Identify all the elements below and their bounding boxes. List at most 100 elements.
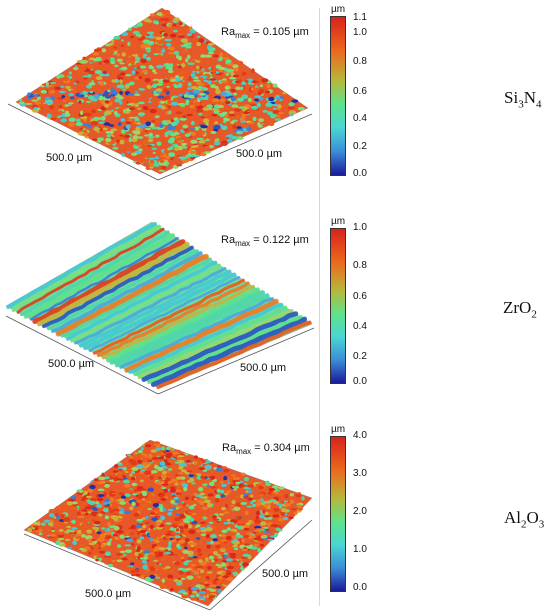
surface-speck [63, 506, 71, 512]
surface-speck [177, 61, 182, 65]
surface-speck [229, 481, 234, 485]
surface-speck [257, 547, 261, 553]
surface-speck [163, 488, 169, 493]
x-axis-label-si3n4: 500.0 µm [46, 152, 93, 164]
surface-speck [18, 98, 23, 101]
surface-speck [76, 511, 81, 516]
surface-speck [247, 97, 252, 103]
surface-speck [141, 491, 148, 497]
surface-speck [93, 127, 101, 132]
surface-speck [133, 121, 137, 124]
surface-streak [92, 278, 245, 355]
surface-speck [57, 505, 64, 510]
surface-streak [156, 320, 312, 389]
surface-speck [170, 465, 176, 469]
surface-speck [233, 67, 239, 72]
surface-speck [149, 166, 154, 169]
surface-speck [223, 468, 230, 473]
surface-speck [216, 579, 223, 584]
surface-speck [105, 531, 112, 536]
surface-speck [176, 476, 182, 480]
surface-speck [210, 130, 217, 134]
surface-speck [174, 586, 182, 590]
surface-speck [101, 527, 106, 530]
surface-speck [203, 79, 209, 83]
surface-speck [53, 530, 59, 534]
surface-speck [143, 474, 148, 478]
ra-sub: max [236, 447, 252, 457]
surface-speck [141, 69, 148, 73]
surface-speck [231, 499, 236, 505]
surface-speck [166, 85, 170, 88]
surface-speck [116, 108, 123, 113]
surface-speck [223, 475, 228, 481]
surface-speck [107, 89, 111, 93]
surface-speck [245, 522, 251, 526]
surface-speck [179, 105, 186, 110]
surface-texture-si3n4 [16, 9, 305, 172]
surface-speck [187, 87, 192, 90]
surface-speck [40, 85, 45, 88]
surface-speck [172, 451, 179, 455]
surface-speck [57, 537, 65, 541]
surface-speck [132, 30, 140, 35]
surface-speck [165, 449, 170, 452]
material-part: Al [504, 508, 521, 527]
surface-speck [61, 543, 66, 547]
surface-speck [124, 134, 130, 139]
surface-texture-al2o3 [27, 441, 305, 602]
surface-speck [230, 96, 236, 102]
surface-speck [202, 459, 206, 463]
surface-streak [60, 257, 212, 338]
surface-speck [67, 546, 73, 550]
surface-speck [77, 515, 85, 519]
surface-speck [181, 463, 188, 467]
surface-speck [131, 54, 139, 57]
surface-speck [148, 566, 156, 571]
surface-speck [124, 132, 131, 135]
y-axis-label-si3n4: 500.0 µm [236, 148, 283, 160]
surface-speck [186, 571, 191, 575]
surface-speck [123, 47, 131, 51]
surface-speck [177, 459, 185, 464]
surface-speck [101, 127, 108, 131]
surface-speck [187, 82, 192, 87]
surface-speck [259, 514, 266, 519]
surface-speck [134, 452, 138, 455]
surface-speck [101, 48, 107, 53]
surface-speck [111, 79, 117, 83]
surface-speck [174, 119, 180, 124]
surface-speck [128, 138, 132, 143]
surface-speck [156, 39, 165, 45]
surface-speck [167, 574, 174, 579]
surface-speck [68, 71, 72, 75]
surface-speck [233, 547, 239, 551]
surface-speck [183, 560, 189, 566]
surface-speck [164, 38, 172, 42]
surface-speck [147, 554, 154, 558]
surface-speck [187, 502, 193, 506]
surface-speck [265, 90, 271, 94]
surface-speck [226, 577, 234, 581]
surface-speck [152, 78, 160, 82]
surface-speck [115, 128, 123, 132]
surface-speck [215, 101, 223, 105]
surface-speck [223, 521, 229, 525]
surface-speck [199, 584, 204, 589]
surface-speck [139, 65, 147, 69]
surface-speck [248, 121, 255, 125]
surface-speck [80, 529, 85, 534]
surface-speck [196, 137, 204, 141]
surface-speck [175, 489, 181, 493]
surface-speck [104, 562, 109, 565]
surface-speck [182, 124, 188, 129]
y-axis-label-al2o3: 500.0 µm [262, 568, 309, 580]
surface-speck [236, 516, 241, 521]
surface-speck [146, 144, 152, 147]
surface-speck [144, 470, 152, 476]
surface-speck [168, 23, 172, 28]
surface-speck [179, 70, 188, 76]
surface-speck [186, 113, 194, 117]
surface-speck [149, 475, 154, 480]
surface-texture-zro2 [6, 222, 312, 389]
